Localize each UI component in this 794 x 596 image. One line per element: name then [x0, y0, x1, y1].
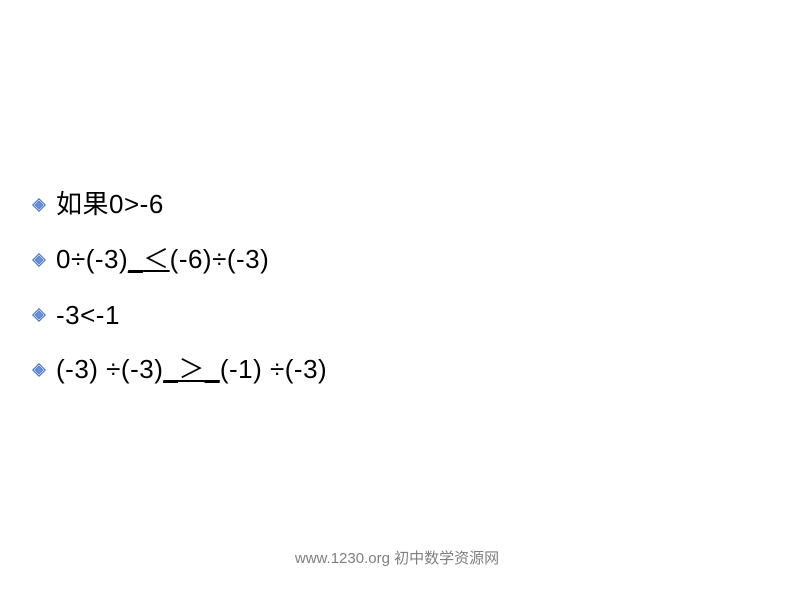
diamond-bullet-icon: [32, 363, 46, 377]
line-4-text: (-3) ÷(-3)_＞_(-1) ÷(-3): [56, 351, 327, 388]
bullet-line-1: 如果0>-6: [32, 186, 327, 223]
diamond-bullet-icon: [32, 253, 46, 267]
bullet-line-2: 0÷(-3)_＜(-6)÷(-3): [32, 241, 327, 278]
slide-content: 如果0>-6 0÷(-3)_＜(-6)÷(-3) -3<-1 (-3) ÷(-3…: [32, 186, 327, 407]
line-1-text: 如果0>-6: [56, 186, 164, 223]
line-3-text: -3<-1: [56, 297, 120, 333]
bullet-line-3: -3<-1: [32, 297, 327, 333]
bullet-line-4: (-3) ÷(-3)_＞_(-1) ÷(-3): [32, 351, 327, 388]
diamond-bullet-icon: [32, 308, 46, 322]
footer-text: www.1230.org 初中数学资源网: [295, 547, 499, 568]
line-2-text: 0÷(-3)_＜(-6)÷(-3): [56, 241, 269, 278]
diamond-bullet-icon: [32, 198, 46, 212]
